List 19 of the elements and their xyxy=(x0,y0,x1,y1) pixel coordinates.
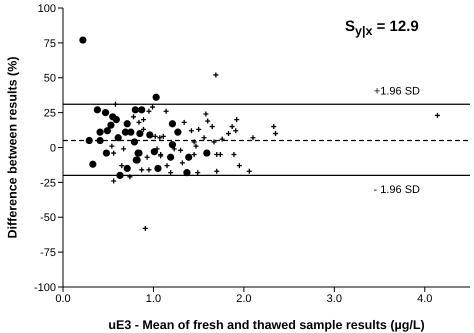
y-tick-label: 50 xyxy=(44,72,56,85)
y-tick-label: 25 xyxy=(44,108,56,120)
x-tick-label: 2.0 xyxy=(236,292,252,305)
y-tick-label: -25 xyxy=(40,177,56,190)
ref-line-label: - 1.96 SD xyxy=(374,184,420,196)
y-tick-label: -75 xyxy=(40,247,56,260)
annotation: S$_{y|x}$ = 12.9 xyxy=(345,18,419,38)
y-tick-label: 100 xyxy=(38,2,56,15)
x-tick-label: 0.0 xyxy=(55,292,71,305)
x-tick-label: 4.0 xyxy=(417,292,432,305)
y-tick-label: 75 xyxy=(44,38,56,50)
x-tick-label: 3.0 xyxy=(326,292,342,305)
y-tick-label: 0 xyxy=(50,142,56,154)
y-tick-label: -50 xyxy=(40,212,56,224)
x-axis-title: uE3 - Mean of fresh and thawed sample results (µg/L) xyxy=(108,318,425,332)
y-axis-title: Difference between results (%) xyxy=(5,56,20,238)
x-tick-label: 1.0 xyxy=(146,292,162,305)
ref-line-label: +1.96 SD xyxy=(374,85,420,98)
y-tick-label: -100 xyxy=(34,282,56,294)
